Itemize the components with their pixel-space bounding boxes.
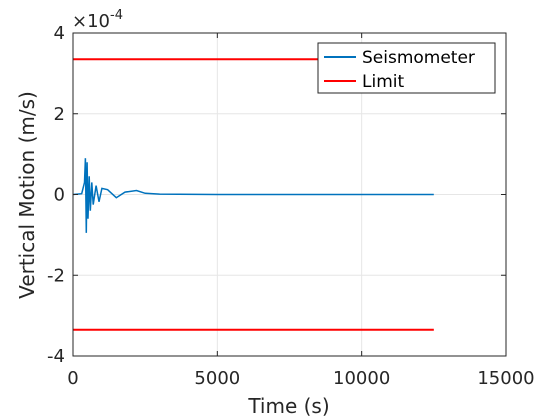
x-tick-label: 5000 xyxy=(194,368,240,389)
y-axis-label: Vertical Motion (m/s) xyxy=(15,91,39,299)
y-tick-label: 4 xyxy=(54,23,65,44)
x-tick-label: 0 xyxy=(67,368,78,389)
legend-label-seismometer: Seismometer xyxy=(362,48,475,68)
y-tick-label: 0 xyxy=(54,185,65,206)
seismometer-line xyxy=(72,158,434,233)
x-tick-label: 15000 xyxy=(477,368,534,389)
legend: Seismometer Limit xyxy=(317,42,496,94)
x-axis-label: Time (s) xyxy=(247,394,329,418)
y-tick-label: -2 xyxy=(47,265,65,286)
y-exponent: ×10-4 xyxy=(72,8,123,32)
y-tick-label: -4 xyxy=(47,346,65,367)
y-tick-label: 2 xyxy=(54,104,65,125)
ticks: 0 5000 10000 15000 -4 -2 0 2 4 xyxy=(47,23,535,389)
x-tick-label: 10000 xyxy=(333,368,390,389)
legend-box xyxy=(317,42,496,94)
legend-label-limit: Limit xyxy=(362,72,404,92)
